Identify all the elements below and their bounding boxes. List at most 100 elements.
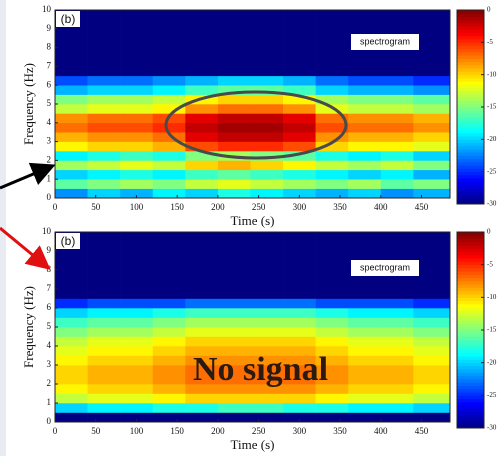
heat-cell bbox=[315, 151, 349, 161]
colorbar-step bbox=[457, 284, 484, 288]
heat-cell bbox=[380, 308, 414, 318]
heat-cell bbox=[348, 169, 382, 180]
heat-cell bbox=[185, 403, 219, 413]
heat-cell bbox=[348, 336, 382, 347]
colorbar-step bbox=[457, 349, 484, 354]
colorbar-step bbox=[457, 52, 484, 56]
heat-cell bbox=[315, 412, 349, 423]
heat-cell bbox=[55, 85, 88, 95]
heat-cell bbox=[348, 141, 382, 152]
x-tick-label: 300 bbox=[293, 202, 307, 212]
heat-cell bbox=[120, 308, 154, 318]
heat-cell bbox=[250, 104, 284, 114]
charts: 0 50 100 150 200 250 300 350 400 450012345678910T… bbox=[21, 4, 497, 452]
colorbar-step bbox=[457, 356, 484, 360]
y-tick-label: 5 bbox=[47, 98, 52, 108]
colorbar-step bbox=[457, 362, 484, 367]
heat-cell bbox=[185, 75, 219, 86]
heat-cell bbox=[87, 232, 121, 299]
colorbar-step bbox=[457, 87, 484, 92]
heat-cell bbox=[380, 412, 414, 423]
heat-cell bbox=[413, 346, 451, 356]
heat-cell bbox=[185, 160, 219, 171]
heat-cell bbox=[348, 104, 382, 114]
colorbar-step bbox=[457, 58, 484, 63]
colorbar-step bbox=[457, 297, 484, 301]
colorbar-step bbox=[457, 238, 484, 243]
heat-cell bbox=[152, 169, 186, 180]
heat-cell bbox=[283, 104, 316, 114]
heat-cell bbox=[120, 374, 154, 385]
heat-cell bbox=[380, 141, 414, 152]
heat-cell bbox=[87, 188, 121, 199]
colorbar-step bbox=[457, 392, 484, 396]
colorbar-step bbox=[457, 152, 484, 156]
heat-cell bbox=[348, 365, 382, 375]
colorbar-step bbox=[457, 42, 484, 46]
heat-cell bbox=[55, 113, 88, 124]
heat-cell bbox=[55, 346, 88, 356]
x-tick-label: 350 bbox=[333, 426, 347, 436]
colorbar-step bbox=[457, 379, 484, 383]
heat-cell bbox=[380, 317, 414, 328]
x-tick-label: 200 bbox=[211, 202, 225, 212]
heat-cell bbox=[380, 355, 414, 366]
heat-cell bbox=[348, 308, 382, 318]
heat-cell bbox=[185, 151, 219, 161]
heat-cell bbox=[87, 160, 121, 171]
heat-cell bbox=[217, 308, 251, 318]
heat-cell bbox=[283, 85, 316, 95]
heat-cell bbox=[120, 393, 154, 404]
heat-cell bbox=[250, 298, 284, 309]
colorbar-step bbox=[457, 178, 484, 182]
heat-cell bbox=[217, 403, 251, 413]
colorbar-step bbox=[457, 339, 484, 344]
colorbar-step bbox=[457, 145, 484, 150]
heat-cell bbox=[120, 169, 154, 180]
heat-cell bbox=[380, 393, 414, 404]
heat-cell bbox=[217, 327, 251, 337]
heat-cell bbox=[413, 188, 451, 199]
colorbar-step bbox=[457, 142, 484, 147]
heat-cell bbox=[152, 308, 186, 318]
heat-cell bbox=[185, 336, 219, 347]
heat-cell bbox=[217, 113, 251, 124]
heat-cell bbox=[152, 298, 186, 309]
heat-cell bbox=[185, 393, 219, 404]
colorbar-step bbox=[457, 110, 484, 114]
y-tick-label: 0 bbox=[47, 192, 52, 202]
colorbar-step bbox=[457, 174, 484, 179]
heat-cell bbox=[152, 317, 186, 328]
heat-cell bbox=[250, 169, 284, 180]
heat-cell bbox=[55, 160, 88, 171]
heat-cell bbox=[87, 151, 121, 161]
colorbar-step bbox=[457, 126, 484, 131]
colorbar-step bbox=[457, 248, 484, 252]
heat-cell bbox=[283, 232, 316, 299]
heat-cell bbox=[87, 317, 121, 328]
y-tick-label: 8 bbox=[47, 42, 52, 52]
colorbar-step bbox=[457, 139, 484, 143]
heat-cell bbox=[87, 113, 121, 124]
y-tick-label: 4 bbox=[47, 117, 52, 127]
colorbar-step bbox=[457, 424, 484, 429]
heat-cell bbox=[217, 85, 251, 95]
colorbar-step bbox=[457, 16, 484, 21]
heat-cell bbox=[120, 188, 154, 199]
colorbar-step bbox=[457, 294, 484, 298]
heat-cell bbox=[250, 336, 284, 347]
colorbar-step bbox=[457, 39, 484, 43]
heat-cell bbox=[250, 141, 284, 152]
heat-cell bbox=[152, 403, 186, 413]
heat-cell bbox=[315, 365, 349, 375]
heat-cell bbox=[413, 160, 451, 171]
heat-cell bbox=[185, 104, 219, 114]
heat-cell bbox=[413, 179, 451, 189]
heat-cell bbox=[250, 403, 284, 413]
heat-cell bbox=[217, 393, 251, 404]
heat-cell bbox=[152, 384, 186, 394]
heat-cell bbox=[315, 403, 349, 413]
highlight-ellipse bbox=[164, 90, 348, 160]
colorbar-tick-label: -5 bbox=[487, 38, 493, 46]
colorbar-tick-label: -15 bbox=[487, 103, 497, 111]
